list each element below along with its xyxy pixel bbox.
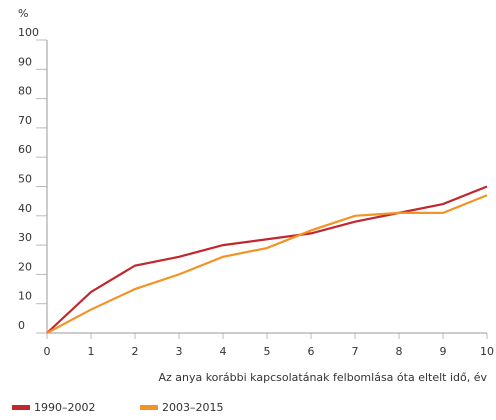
x-tick-label: 7 [352,345,359,358]
y-tick-label: 50 [18,173,32,186]
y-tick-label: 90 [18,55,32,68]
x-tick-label: 9 [440,345,447,358]
y-tick-label: 30 [18,231,32,244]
x-tick-label: 1 [88,345,95,358]
legend-label: 2003–2015 [162,401,224,414]
y-tick-label: 70 [18,114,32,127]
x-tick-label: 2 [132,345,139,358]
y-tick-label: 40 [18,202,32,215]
y-axis-label: % [18,7,28,20]
x-axis-label: Az anya korábbi kapcsolatának felbomlása… [158,371,487,384]
y-tick-label: 10 [18,290,32,303]
data-line [46,185,488,334]
legend-swatch [12,405,30,410]
y-tick-label: 20 [18,260,32,273]
x-tick-label: 3 [176,345,183,358]
y-tick-label: 100 [18,26,39,39]
x-tick-label: 5 [264,345,271,358]
legend-label: 1990–2002 [34,401,96,414]
legend-swatch [140,405,158,410]
x-tick-label: 4 [220,345,227,358]
y-tick-label: 80 [18,85,32,98]
x-tick-label: 8 [396,345,403,358]
x-tick-label: 0 [44,345,51,358]
y-tick-label: 0 [18,319,25,332]
data-line [46,194,488,334]
x-tick-label: 10 [480,345,494,358]
x-tick-label: 6 [308,345,315,358]
y-tick-label: 60 [18,143,32,156]
